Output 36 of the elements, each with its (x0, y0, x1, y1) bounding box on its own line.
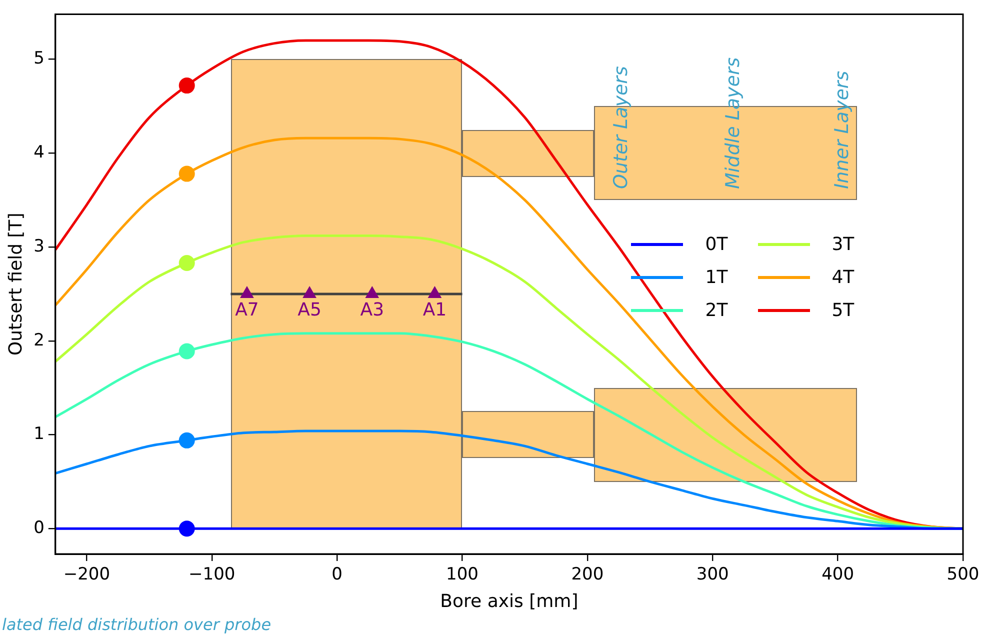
point (178, 78, 195, 94)
y-tick-label: 1 (34, 424, 44, 444)
y-tick-label: 3 (34, 236, 44, 256)
x-tick-label: 300 (696, 564, 729, 585)
y-tick-label: 5 (34, 48, 44, 69)
annotation: Outer Layers (610, 66, 632, 189)
annotation: Middle Layers (722, 57, 744, 189)
y-tick-label: 4 (34, 142, 44, 163)
annotation: Inner Layers (830, 70, 853, 189)
annotation: A3 (360, 300, 384, 321)
annotation: A5 (298, 300, 322, 321)
y-axis-title: Outsert field [T] (5, 212, 26, 356)
annotation: A1 (422, 300, 447, 321)
legend-label: 0T (705, 234, 728, 256)
legend-label: 3T (832, 234, 854, 256)
x-tick-label: 500 (946, 564, 980, 585)
annotation: A7 (235, 300, 259, 321)
y-tick-label: 2 (34, 330, 44, 350)
legend-label: 5T (832, 300, 854, 322)
y-tick-label: 0 (34, 518, 44, 538)
point (178, 343, 195, 360)
x-tick-label: 400 (822, 564, 854, 585)
legend-label: 2T (705, 300, 728, 322)
legend-label: 4T (832, 267, 854, 288)
point (178, 432, 195, 448)
x-tick-label: 100 (446, 564, 478, 585)
x-tick-label: −200 (63, 564, 110, 585)
point (178, 166, 195, 182)
x-tick-label: −100 (188, 564, 236, 585)
point (178, 254, 195, 271)
point (178, 520, 195, 537)
x-axis-title: Bore axis [mm] (440, 590, 578, 612)
text: lated field distribution over probe (2, 615, 272, 634)
x-tick-label: 0 (332, 564, 342, 585)
x-tick-label: 200 (571, 564, 604, 585)
legend-label: 1T (705, 267, 728, 288)
